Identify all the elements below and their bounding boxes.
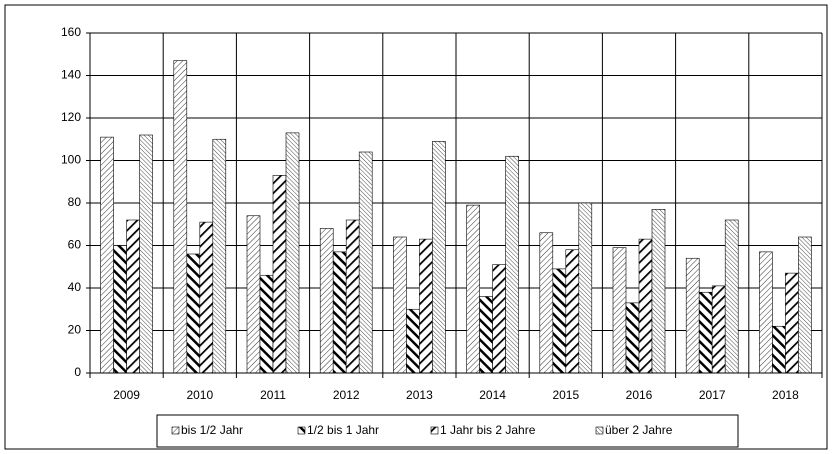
bar — [186, 253, 201, 374]
y-tick-label: 0 — [74, 365, 81, 379]
legend-swatch — [595, 426, 604, 435]
bar — [466, 204, 480, 374]
bar — [479, 296, 493, 374]
x-tick-label: 2018 — [772, 388, 799, 402]
x-tick-label: 2012 — [333, 388, 360, 402]
y-tick-label: 120 — [61, 110, 81, 124]
x-tick-label: 2016 — [626, 388, 653, 402]
bar — [711, 285, 726, 374]
x-tick-label: 2017 — [699, 388, 726, 402]
legend-swatch — [430, 426, 439, 435]
bar — [552, 268, 567, 374]
x-tick-label: 2015 — [552, 388, 579, 402]
legend-swatch — [171, 426, 180, 435]
bar — [772, 325, 786, 374]
legend-box — [156, 414, 739, 448]
x-tick-label: 2013 — [406, 388, 433, 402]
bar — [332, 251, 347, 374]
bar — [651, 209, 666, 374]
bar — [246, 215, 261, 374]
bar — [505, 155, 519, 374]
bar — [612, 247, 627, 374]
y-tick-label: 100 — [61, 153, 81, 167]
y-tick-label: 60 — [68, 238, 82, 252]
bar — [419, 238, 433, 374]
bar — [785, 272, 799, 374]
legend-label: über 2 Jahre — [605, 423, 673, 437]
x-tick-label: 2014 — [479, 388, 506, 402]
bar — [685, 257, 700, 374]
bar — [406, 308, 420, 374]
bar — [319, 228, 334, 374]
bar — [358, 151, 373, 374]
bar — [100, 136, 114, 374]
bar — [432, 141, 446, 374]
bar — [492, 264, 506, 374]
bar — [638, 238, 653, 374]
bar — [798, 236, 812, 374]
y-tick-label: 20 — [68, 323, 82, 337]
bar — [759, 251, 773, 374]
bar — [578, 202, 593, 374]
legend-label: bis 1/2 Jahr — [181, 423, 243, 437]
bar — [139, 134, 153, 374]
legend-swatch — [297, 426, 306, 435]
legend-label: 1/2 bis 1 Jahr — [307, 423, 379, 437]
bar — [698, 291, 713, 374]
y-tick-label: 80 — [68, 195, 82, 209]
bar — [565, 249, 580, 374]
bar — [113, 245, 127, 374]
y-tick-label: 160 — [61, 25, 81, 39]
legend-label: 1 Jahr bis 2 Jahre — [440, 423, 536, 437]
bar — [126, 219, 140, 374]
bar — [285, 132, 300, 374]
bar — [345, 219, 360, 374]
x-tick-label: 2009 — [113, 388, 140, 402]
bar — [724, 219, 739, 374]
x-tick-label: 2011 — [260, 388, 286, 402]
bar — [539, 232, 554, 374]
bar — [625, 302, 640, 374]
bar — [173, 60, 188, 374]
bar — [199, 221, 214, 374]
chart-border — [4, 4, 828, 450]
bar — [212, 138, 227, 374]
bar — [259, 274, 274, 374]
y-tick-label: 140 — [61, 68, 81, 82]
x-tick-label: 2010 — [186, 388, 213, 402]
bar — [393, 236, 407, 374]
bar — [272, 175, 287, 374]
y-tick-label: 40 — [68, 280, 82, 294]
